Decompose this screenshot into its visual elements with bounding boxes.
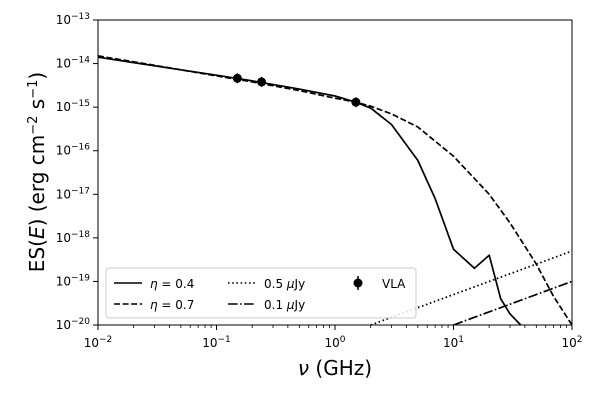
y-tick-label: 10−14 xyxy=(56,56,91,71)
legend-label-vla: VLA xyxy=(382,277,406,291)
x-axis-label: ν (GHz) xyxy=(298,356,372,380)
vla-point xyxy=(232,73,242,83)
vla-point xyxy=(257,77,267,87)
y-tick-label: 10−17 xyxy=(56,186,90,201)
y-tick-label: 10−16 xyxy=(56,143,91,158)
legend-label-01ujy: 0.1 μJy xyxy=(264,298,305,312)
x-tick-label: 10−2 xyxy=(84,335,113,350)
series-line-3 xyxy=(453,280,572,325)
x-tick-label: 10−1 xyxy=(202,335,231,350)
y-tick-label: 10−15 xyxy=(56,99,90,114)
legend-item-eta-07: η = 0.7 xyxy=(114,298,194,312)
x-tick-label: 102 xyxy=(561,335,582,350)
x-tick-label: 101 xyxy=(443,335,464,350)
y-tick-label: 10−20 xyxy=(56,317,91,332)
legend-item-01ujy: 0.1 μJy xyxy=(228,298,305,312)
vla-point xyxy=(351,97,361,107)
legend-marker-vla xyxy=(353,278,363,288)
legend-box xyxy=(105,267,417,319)
vla-markers xyxy=(232,73,361,108)
y-tick-label: 10−19 xyxy=(56,273,91,288)
series-line-1 xyxy=(98,55,572,325)
legend-item-eta-04: η = 0.4 xyxy=(114,277,194,291)
legend-label-05ujy: 0.5 μJy xyxy=(264,277,305,291)
y-axis-label: ES(E) (erg cm−2 s−1) xyxy=(25,72,49,272)
legend-label-eta-07: η = 0.7 xyxy=(150,298,194,312)
legend-item-05ujy: 0.5 μJy xyxy=(228,277,305,291)
y-tick-label: 10−18 xyxy=(56,230,91,245)
plot-frame xyxy=(97,19,573,326)
y-tick-label: 10−13 xyxy=(56,12,90,27)
legend: η = 0.4 η = 0.7 0.5 μJy 0.1 μJy VLA xyxy=(105,267,417,319)
legend-label-eta-04: η = 0.4 xyxy=(150,277,194,291)
series-lines xyxy=(98,55,572,325)
legend-item-vla: VLA xyxy=(353,276,406,291)
axis-ticks: 10−2 10−1 100 101 102 10−13 10−14 10−15 10−16 10−… xyxy=(56,12,583,350)
x-tick-label: 100 xyxy=(324,335,345,350)
